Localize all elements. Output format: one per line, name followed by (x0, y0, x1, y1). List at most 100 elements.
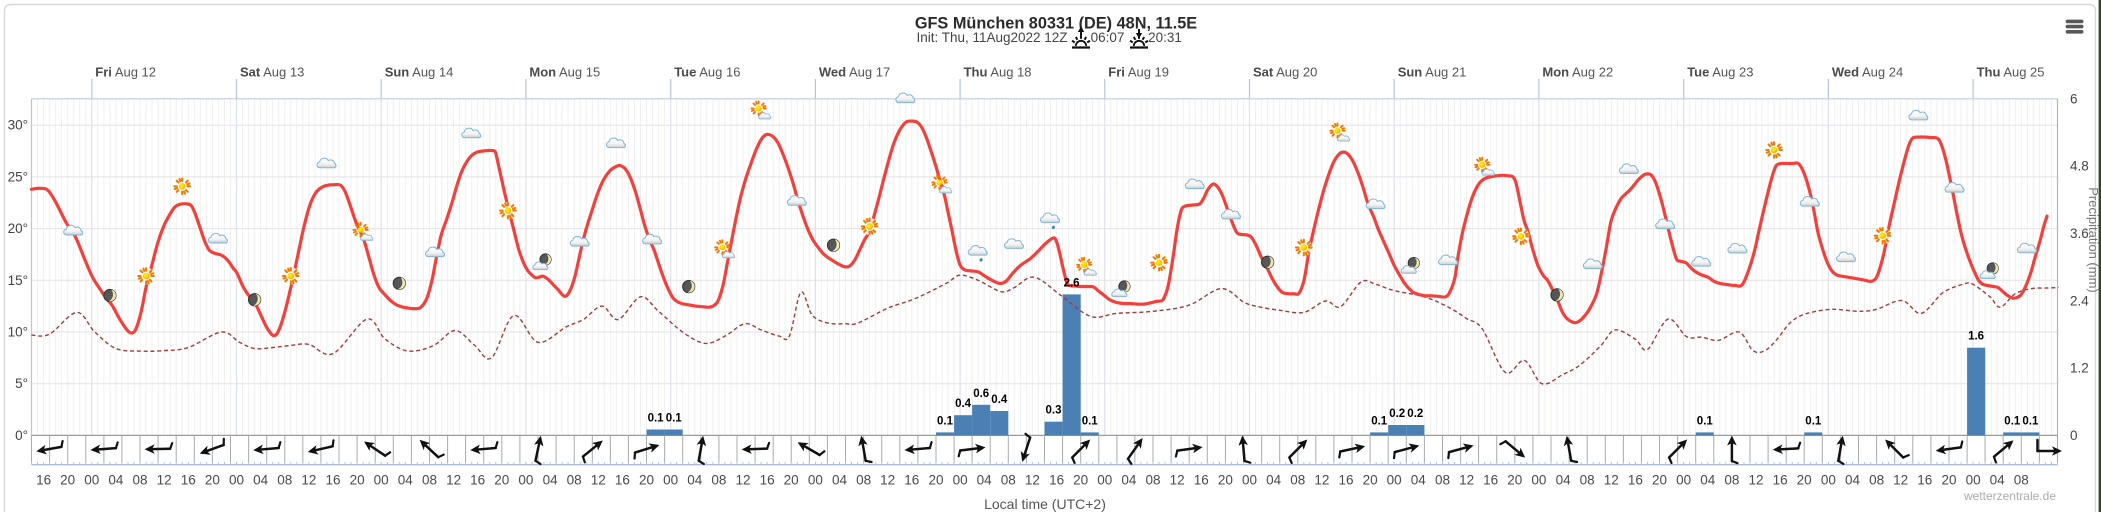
svg-text:Init: Thu, 11Aug2022 12Z: Init: Thu, 11Aug2022 12Z (916, 30, 1067, 45)
svg-text:Sun Aug 14: Sun Aug 14 (385, 65, 454, 80)
svg-text:Fri Aug 12: Fri Aug 12 (95, 65, 156, 80)
svg-text:0°: 0° (15, 428, 28, 443)
svg-text:20: 20 (1073, 473, 1088, 488)
svg-text:20: 20 (1652, 473, 1667, 488)
svg-text:0.2: 0.2 (1407, 408, 1423, 420)
svg-text:Local time (UTC+2): Local time (UTC+2) (984, 496, 1106, 512)
svg-text:12: 12 (1893, 473, 1908, 488)
svg-text:0.1: 0.1 (1805, 415, 1822, 427)
svg-text:16: 16 (1483, 473, 1498, 488)
svg-text:0.1: 0.1 (1371, 415, 1388, 427)
svg-text:0.1: 0.1 (666, 413, 683, 425)
svg-text:08: 08 (856, 473, 871, 488)
svg-text:0.1: 0.1 (648, 413, 665, 425)
svg-text:12: 12 (1604, 473, 1619, 488)
svg-text:12: 12 (446, 473, 461, 488)
svg-text:12: 12 (1459, 473, 1474, 488)
svg-text:12: 12 (301, 473, 316, 488)
svg-text:04: 04 (108, 473, 124, 488)
svg-text:12: 12 (1314, 473, 1329, 488)
svg-text:12: 12 (591, 473, 606, 488)
svg-text:Tue Aug 16: Tue Aug 16 (674, 65, 740, 80)
svg-text:04: 04 (1700, 473, 1716, 488)
svg-text:04: 04 (1845, 473, 1861, 488)
svg-text:GFS München 80331 (DE) 48N, 11: GFS München 80331 (DE) 48N, 11.5E (915, 15, 1197, 33)
svg-text:00: 00 (518, 473, 533, 488)
svg-text:20: 20 (1507, 473, 1522, 488)
svg-text:Sat Aug 13: Sat Aug 13 (240, 65, 304, 80)
svg-text:00: 00 (374, 473, 389, 488)
svg-text:20:31: 20:31 (1148, 30, 1182, 45)
svg-text:00: 00 (1387, 473, 1402, 488)
svg-text:20°: 20° (8, 221, 28, 236)
svg-text:1.6: 1.6 (1968, 331, 1984, 343)
svg-text:08: 08 (1145, 473, 1160, 488)
svg-text:0: 0 (2070, 428, 2078, 443)
svg-text:Sun Aug 21: Sun Aug 21 (1398, 65, 1467, 80)
svg-text:16: 16 (181, 473, 196, 488)
svg-text:08: 08 (567, 473, 582, 488)
svg-text:25°: 25° (8, 169, 28, 184)
svg-text:15°: 15° (8, 273, 28, 288)
svg-text:12: 12 (1748, 473, 1763, 488)
svg-text:08: 08 (277, 473, 292, 488)
svg-text:00: 00 (1097, 473, 1112, 488)
svg-text:04: 04 (1266, 473, 1282, 488)
svg-text:20: 20 (639, 473, 654, 488)
svg-text:00: 00 (229, 473, 244, 488)
svg-text:20: 20 (60, 473, 75, 488)
svg-text:20: 20 (1363, 473, 1378, 488)
svg-text:00: 00 (1966, 473, 1981, 488)
svg-text:00: 00 (953, 473, 968, 488)
svg-text:1.2: 1.2 (2070, 361, 2089, 376)
svg-text:08: 08 (1290, 473, 1305, 488)
svg-text:12: 12 (1170, 473, 1185, 488)
svg-text:08: 08 (1724, 473, 1739, 488)
svg-text:08: 08 (132, 473, 147, 488)
svg-text:wetterzentrale.de: wetterzentrale.de (1963, 489, 2056, 503)
svg-text:2.6: 2.6 (1064, 277, 1080, 289)
svg-text:00: 00 (1676, 473, 1691, 488)
svg-text:Mon Aug 22: Mon Aug 22 (1542, 65, 1613, 80)
svg-text:0.1: 0.1 (937, 415, 954, 427)
svg-text:5°: 5° (15, 376, 28, 391)
svg-text:04: 04 (1990, 473, 2006, 488)
svg-text:00: 00 (1821, 473, 1836, 488)
svg-text:08: 08 (711, 473, 726, 488)
svg-text:4.8: 4.8 (2070, 159, 2089, 174)
svg-text:16: 16 (36, 473, 51, 488)
svg-text:08: 08 (1435, 473, 1450, 488)
svg-text:00: 00 (1242, 473, 1257, 488)
svg-text:3.6: 3.6 (2070, 226, 2089, 241)
svg-text:16: 16 (1773, 473, 1788, 488)
svg-text:12: 12 (735, 473, 750, 488)
svg-text:04: 04 (832, 473, 848, 488)
svg-text:12: 12 (157, 473, 172, 488)
svg-text:08: 08 (1869, 473, 1884, 488)
svg-text:04: 04 (687, 473, 703, 488)
svg-text:Thu Aug 18: Thu Aug 18 (964, 65, 1032, 80)
svg-text:16: 16 (1194, 473, 1209, 488)
svg-text:20: 20 (350, 473, 365, 488)
svg-text:12: 12 (1025, 473, 1040, 488)
svg-text:Precipitation (mm): Precipitation (mm) (2086, 187, 2101, 292)
svg-text:Fri Aug 19: Fri Aug 19 (1108, 65, 1169, 80)
svg-text:08: 08 (1580, 473, 1595, 488)
svg-text:20: 20 (1218, 473, 1233, 488)
svg-text:0.1: 0.1 (2022, 415, 2039, 427)
svg-text:Wed Aug 24: Wed Aug 24 (1832, 65, 1903, 80)
svg-text:04: 04 (253, 473, 269, 488)
svg-text:08: 08 (1001, 473, 1016, 488)
svg-text:Mon Aug 15: Mon Aug 15 (529, 65, 600, 80)
svg-text:20: 20 (928, 473, 943, 488)
svg-text:00: 00 (84, 473, 99, 488)
svg-text:16: 16 (470, 473, 485, 488)
svg-text:16: 16 (615, 473, 630, 488)
svg-text:0.6: 0.6 (973, 388, 989, 400)
svg-text:2.4: 2.4 (2070, 293, 2089, 308)
svg-text:20: 20 (494, 473, 509, 488)
svg-text:0.1: 0.1 (1082, 415, 1099, 427)
svg-text:10°: 10° (8, 325, 28, 340)
svg-text:20: 20 (1797, 473, 1812, 488)
svg-text:16: 16 (1049, 473, 1064, 488)
